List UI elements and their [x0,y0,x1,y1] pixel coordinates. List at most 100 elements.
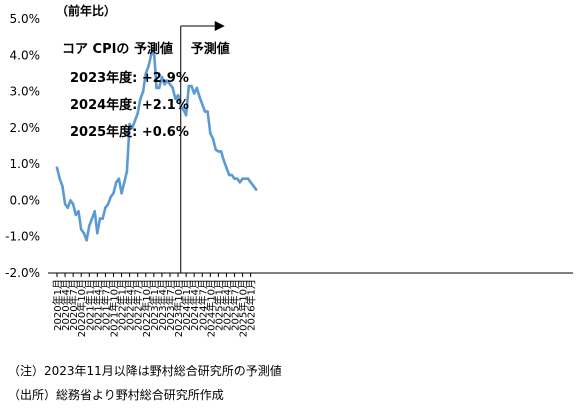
annotation-line: 2023年度: +2.9% [70,70,189,86]
data-point [98,217,102,220]
series-layer [55,46,258,242]
y-tick-label: -1.0% [5,230,40,244]
data-point [74,213,78,217]
x-axis: 2020年1月2020年4月2020年7月2020年10月2021年1月2021… [48,272,573,337]
data-point [88,224,91,228]
forecast-marker: 予測値 [180,21,230,273]
unit-label: （前年比） [56,3,116,18]
data-point [174,97,177,101]
x-tick-label: 2025年10月 [237,279,250,337]
x-tick-label: 2024年4月 [188,279,201,331]
data-point [182,108,185,111]
data-point [195,86,199,90]
data-point [125,170,129,173]
x-tick-label: 2020年7月 [67,279,80,331]
data-point [163,83,166,86]
data-point [96,231,99,235]
data-point [106,202,110,206]
data-point [79,228,83,231]
data-point [155,86,158,90]
x-tick-label: 2022年4月 [124,279,137,331]
x-tick-label: 2023年4月 [156,279,169,331]
data-point [77,210,80,213]
data-point [133,119,137,122]
forecast-arrow-head [214,21,225,31]
x-tick-label: 2020年1月 [51,279,64,331]
x-tick-label: 2021年7月 [99,279,112,331]
data-point [171,86,174,90]
data-point [252,184,255,188]
y-tick-label: -2.0% [5,266,40,280]
data-point [227,173,231,177]
data-point [160,75,164,79]
data-point [55,166,59,170]
data-point [192,92,196,95]
x-tick-label: 2023年7月 [164,279,177,331]
data-point [219,150,223,153]
x-tick-label: 2021年10月 [107,279,120,337]
data-point [184,113,188,117]
data-point [168,83,172,86]
data-point [109,195,113,199]
data-point [241,177,244,180]
data-point [206,110,209,113]
x-tick-label: 2024年7月 [196,279,209,331]
x-tick-label: 2026年1月 [245,279,258,331]
data-point [203,110,207,113]
data-point [152,46,156,50]
x-tick-label: 2025年1月 [212,279,225,331]
annotation-box: コア CPIの 予測値 2023年度: +2.9% 2024年度: +2.1% 202… [62,41,189,140]
data-point [176,93,180,97]
data-point [66,206,70,209]
data-point [61,184,64,188]
data-point [117,177,121,180]
y-axis: 5.0% 4.0% 3.0% 2.0% 1.0% 0.0% -1.0% -2.0% （前年比） [5,3,116,280]
data-point [104,206,107,209]
data-point [144,72,148,75]
y-tick-label: 5.0% [10,12,41,26]
data-point [198,95,201,99]
data-point [157,86,161,90]
data-point [136,112,139,115]
data-point [139,97,142,101]
data-point [238,181,242,184]
x-tick-label: 2024年1月 [180,279,193,331]
data-point [101,217,104,220]
data-point [230,173,234,177]
y-tick-label: 4.0% [10,48,41,62]
y-tick-label: 1.0% [10,157,41,171]
data-point [131,126,134,130]
data-point [187,84,191,88]
data-point [235,177,239,180]
data-point [63,202,67,206]
data-point [114,181,118,184]
data-point [123,181,126,184]
data-point [246,177,250,180]
data-point [209,132,212,135]
footnote-source: （出所）総務省より野村総合研究所作成 [8,388,224,402]
x-tick-label: 2020年10月 [75,279,88,337]
x-tick-label: 2021年4月 [91,279,104,331]
annotation-line: 2025年度: +0.6% [70,124,189,140]
x-tick-label: 2024年10月 [204,279,217,337]
data-point [69,199,72,202]
x-tick-label: 2021年1月 [83,279,96,331]
data-point [82,231,86,235]
data-point [211,137,215,140]
data-point [244,177,247,180]
data-point [93,210,96,213]
data-point [179,104,182,108]
data-point [71,202,75,206]
data-point [141,90,145,93]
data-point [149,54,153,57]
data-point [128,122,131,126]
data-point [85,239,88,242]
data-point [254,188,258,191]
y-tick-label: 0.0% [10,193,41,207]
data-point [217,150,220,153]
data-point [58,177,61,180]
x-tick-label: 2022年10月 [140,279,153,337]
x-tick-label: 2023年1月 [148,279,161,331]
data-point [201,103,204,106]
